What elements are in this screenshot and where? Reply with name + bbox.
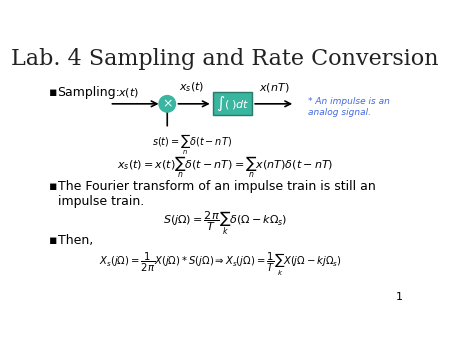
Text: ▪: ▪ xyxy=(50,234,58,247)
Text: Sampling:: Sampling: xyxy=(58,86,121,99)
Text: $x_s(t) = x(t)\sum_{n}\delta(t-nT) = \sum_{n}x(nT)\delta(t-nT)$: $x_s(t) = x(t)\sum_{n}\delta(t-nT) = \su… xyxy=(117,155,333,180)
Text: $s(t) = \sum_{n}\delta(t-nT)$: $s(t) = \sum_{n}\delta(t-nT)$ xyxy=(152,133,232,157)
Text: 1: 1 xyxy=(396,292,402,302)
Circle shape xyxy=(159,96,176,112)
Text: $x(nT)$: $x(nT)$ xyxy=(259,81,290,94)
Text: $x_s(t)$: $x_s(t)$ xyxy=(179,80,205,94)
Text: * An impulse is an
analog signal.: * An impulse is an analog signal. xyxy=(307,97,389,117)
Text: $x(t)$: $x(t)$ xyxy=(118,86,139,99)
Text: $\int(\;)dt$: $\int(\;)dt$ xyxy=(216,95,249,113)
Text: ▪: ▪ xyxy=(50,86,58,99)
Text: $S(j\Omega) = \dfrac{2\pi}{T}\sum_{k}\delta(\Omega - k\Omega_s)$: $S(j\Omega) = \dfrac{2\pi}{T}\sum_{k}\de… xyxy=(163,210,287,237)
Text: ▪: ▪ xyxy=(50,180,58,193)
Text: The Fourier transform of an impulse train is still an
impulse train.: The Fourier transform of an impulse trai… xyxy=(58,180,375,208)
Text: Then,: Then, xyxy=(58,234,93,247)
Text: $X_s(j\Omega) = \dfrac{1}{2\pi}X(j\Omega)*S(j\Omega) \Rightarrow X_s(j\Omega) = : $X_s(j\Omega) = \dfrac{1}{2\pi}X(j\Omega… xyxy=(99,251,342,278)
FancyBboxPatch shape xyxy=(212,92,252,115)
Text: $\times$: $\times$ xyxy=(162,97,173,110)
Text: Lab. 4 Sampling and Rate Conversion: Lab. 4 Sampling and Rate Conversion xyxy=(11,48,439,70)
